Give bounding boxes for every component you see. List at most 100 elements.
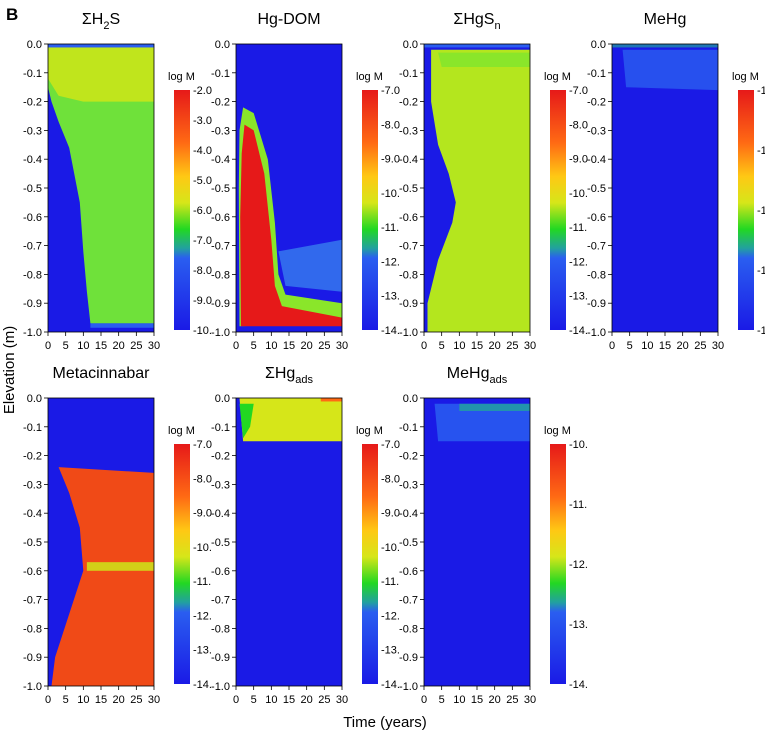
panel-title-sub: 2 [103, 20, 109, 32]
colorbar [362, 90, 378, 330]
colorbar-tick-label: -8.0 [381, 473, 400, 485]
x-tick-label: 25 [318, 694, 330, 706]
panels: ΣH2S0.0-0.1-0.2-0.3-0.4-0.5-0.6-0.7-0.8-… [23, 11, 765, 706]
y-tick-label: 0.0 [27, 39, 42, 51]
x-tick-label: 10 [453, 694, 465, 706]
colorbar-tick-label: -7.0 [193, 439, 212, 451]
y-tick-label: -0.1 [399, 68, 418, 80]
heatmap-region-high [239, 398, 342, 442]
y-tick-label: -0.1 [23, 422, 42, 434]
colorbar-tick-label: -11. [757, 145, 765, 157]
y-tick-label: -0.8 [211, 269, 230, 281]
x-axis-label: Time (years) [343, 714, 427, 731]
y-tick-label: -0.8 [399, 623, 418, 635]
heatmap-background [424, 398, 530, 686]
y-tick-label: 0.0 [215, 39, 230, 51]
x-tick-label: 10 [453, 340, 465, 352]
colorbar-tick-label: -6.0 [193, 205, 212, 217]
y-tick-label: 0.0 [591, 39, 606, 51]
colorbar-tick-label: -10. [381, 542, 400, 554]
x-tick-label: 25 [130, 340, 142, 352]
y-tick-label: -0.6 [23, 212, 42, 224]
x-tick-label: 5 [627, 340, 633, 352]
panel-title: ΣH2S [82, 11, 120, 32]
colorbar-tick-label: -9.0 [381, 508, 400, 520]
x-tick-label: 5 [63, 694, 69, 706]
heatmap [48, 398, 154, 686]
colorbar-tick-label: -13. [569, 291, 588, 303]
heatmap-region-mid [48, 46, 154, 324]
panel-title-main: ΣHg [265, 365, 295, 382]
heatmap-surface [320, 398, 342, 402]
x-tick-label: 5 [251, 340, 257, 352]
y-tick-label: 0.0 [403, 393, 418, 405]
y-tick-label: -0.3 [399, 125, 418, 137]
x-tick-label: 10 [265, 340, 277, 352]
panel-hgdom: Hg-DOM 0.0 -0.1 -0.2 -0.3 -0.4 -0.5 -0.6 -0.7 -0.… [211, 11, 400, 352]
colorbar-label: log M [168, 425, 195, 437]
y-tick-label: -1.0 [399, 327, 418, 339]
y-tick-label: -0.1 [211, 422, 230, 434]
x-tick-label: 5 [439, 694, 445, 706]
y-tick-label: -0.9 [587, 298, 606, 310]
x-tick-label: 20 [113, 340, 125, 352]
colorbar-tick-label: -2.0 [193, 85, 212, 97]
y-tick-label: -0.7 [23, 595, 42, 607]
y-tick-label: -0.1 [211, 68, 230, 80]
colorbar [550, 444, 566, 684]
x-tick-label: 10 [265, 694, 277, 706]
panel-title: Hg-DOM [257, 11, 320, 28]
panel-hgsn: ΣHgSn 0.0 -0.1 -0.2 -0.3 -0.4 -0.5 -0.6 -0.7 -0.8… [399, 11, 588, 352]
y-tick-label: -0.5 [23, 183, 42, 195]
heatmap-region-high [427, 49, 530, 332]
colorbar-tick-label: -14. [381, 679, 400, 691]
colorbar-tick-label: -12. [569, 559, 588, 571]
colorbar-tick-label: -9.0 [381, 154, 400, 166]
panel-title-tail: S [109, 11, 120, 28]
x-tick-label: 5 [251, 694, 257, 706]
y-tick-label: -0.2 [399, 451, 418, 463]
colorbar-tick-label: -14. [569, 679, 588, 691]
panel-title: ΣHgads [265, 365, 314, 386]
x-tick-label: 0 [421, 694, 427, 706]
colorbar-tick-label: -7.0 [569, 85, 588, 97]
colorbar-tick-label: -5.0 [193, 175, 212, 187]
x-tick-label: 0 [45, 694, 51, 706]
colorbar-tick-label: -8.0 [193, 473, 212, 485]
colorbar-tick-label: -14. [381, 325, 400, 337]
x-tick-label: 30 [524, 340, 536, 352]
y-tick-label: -0.9 [211, 298, 230, 310]
y-tick-label: -1.0 [23, 327, 42, 339]
colorbar-tick-label: -9.0 [193, 295, 212, 307]
y-tick-label: -0.2 [399, 97, 418, 109]
heatmap-surface [48, 44, 154, 48]
y-tick-label: -0.2 [211, 97, 230, 109]
x-tick-label: 5 [439, 340, 445, 352]
panel-title-sub: ads [489, 374, 507, 386]
colorbar-tick-label: -12. [757, 205, 765, 217]
y-tick-label: -0.6 [211, 212, 230, 224]
y-tick-label: -0.3 [211, 125, 230, 137]
colorbar-tick-label: -12. [569, 256, 588, 268]
colorbar-tick-label: -10. [381, 188, 400, 200]
y-tick-label: -0.2 [23, 451, 42, 463]
heatmap [612, 44, 718, 332]
x-tick-label: 20 [489, 340, 501, 352]
y-tick-label: -0.5 [211, 183, 230, 195]
panel-title-main: Metacinnabar [53, 365, 151, 382]
x-tick-label: 15 [659, 340, 671, 352]
heatmap-band [86, 562, 154, 571]
colorbar-label: log M [544, 425, 571, 437]
colorbar-tick-label: -3.0 [193, 115, 212, 127]
heatmap-region-mid [438, 52, 530, 67]
x-tick-label: 20 [489, 694, 501, 706]
colorbar [174, 90, 190, 330]
x-tick-label: 5 [63, 340, 69, 352]
colorbar-label: log M [168, 71, 195, 83]
x-tick-label: 0 [233, 340, 239, 352]
colorbar-tick-label: -13. [193, 645, 212, 657]
x-tick-label: 15 [283, 694, 295, 706]
heatmap-region-high [51, 467, 154, 686]
x-tick-label: 15 [471, 340, 483, 352]
panel-title-sub: ads [295, 374, 313, 386]
